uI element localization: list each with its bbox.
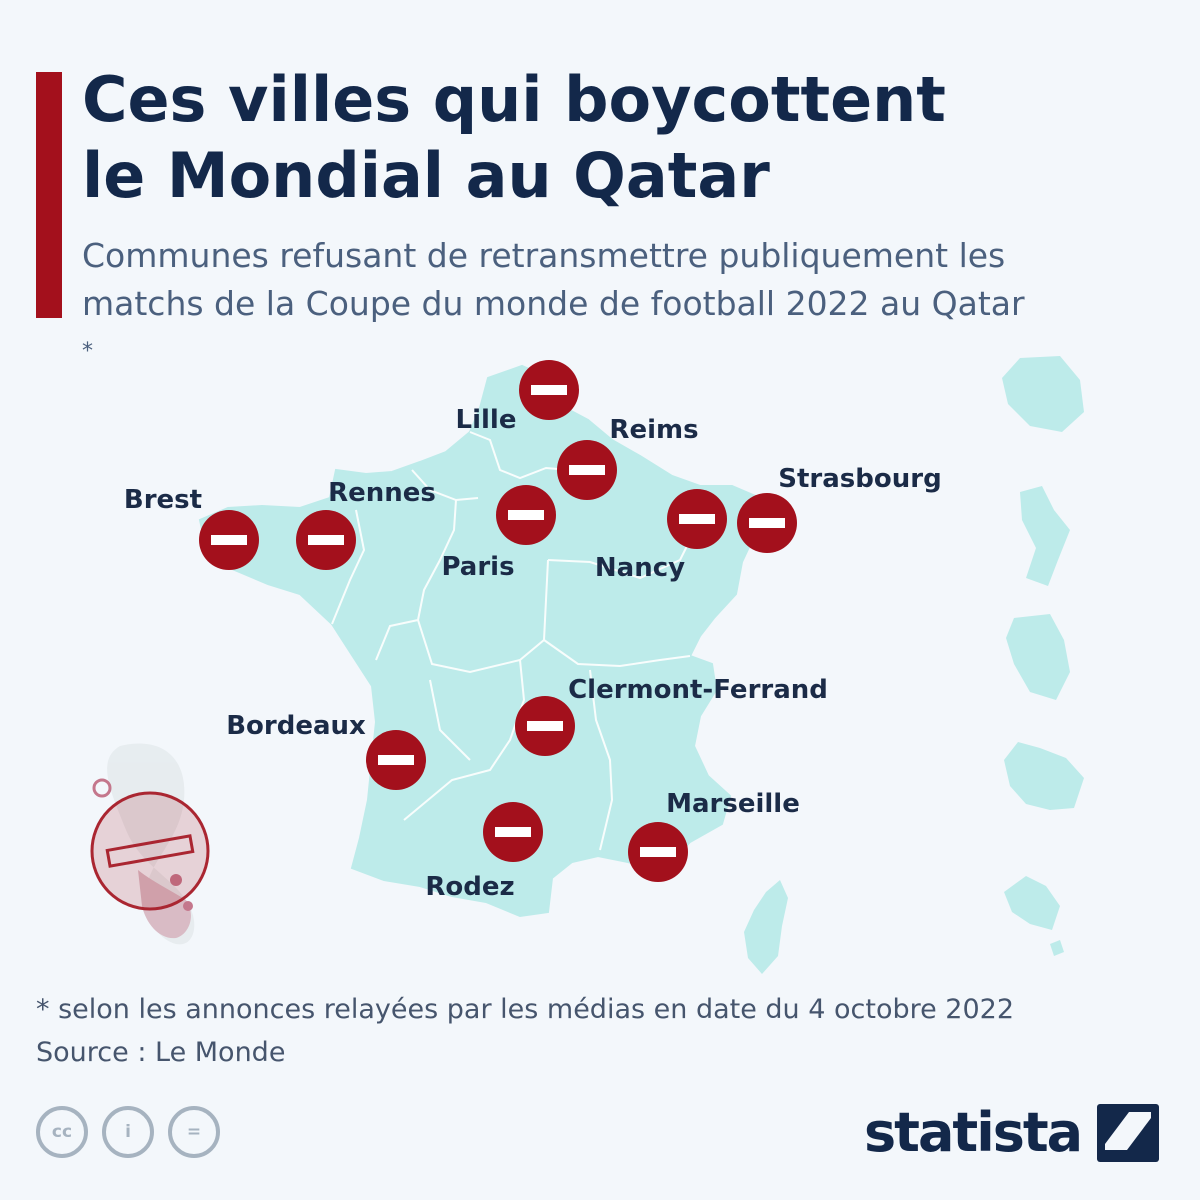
footnote-text: * selon les annonces relayées par les mé… <box>36 994 1015 1025</box>
city-label-brest: Brest <box>124 485 202 515</box>
marker-paris[interactable] <box>496 485 556 545</box>
marker-rodez[interactable] <box>483 802 543 862</box>
city-label-lille: Lille <box>456 405 517 435</box>
territory-5b <box>1050 940 1064 956</box>
no-entry-bar <box>679 514 715 524</box>
no-entry-bar <box>531 385 567 395</box>
marker-reims[interactable] <box>557 440 617 500</box>
no-derivatives-icon[interactable]: = <box>168 1106 220 1158</box>
page-title: Ces villes qui boycottent le Mondial au … <box>82 62 946 214</box>
city-label-rodez: Rodez <box>425 872 514 902</box>
no-entry-bar <box>527 721 563 731</box>
no-entry-bar <box>211 535 247 545</box>
city-label-marseille: Marseille <box>666 789 800 819</box>
city-label-bordeaux: Bordeaux <box>226 711 366 741</box>
territory-5 <box>1004 876 1060 930</box>
subtitle-line-2: matchs de la Coupe du monde de football … <box>82 284 1025 323</box>
subtitle: Communes refusant de retransmettre publi… <box>82 232 1172 376</box>
city-label-reims: Reims <box>609 415 698 445</box>
no-entry-bar <box>569 465 605 475</box>
no-entry-bar <box>508 510 544 520</box>
territory-3 <box>1006 614 1070 700</box>
brand-name: statista <box>864 1101 1083 1164</box>
marker-brest[interactable] <box>199 510 259 570</box>
no-entry-bar <box>749 518 785 528</box>
attribution-icon[interactable]: i <box>102 1106 154 1158</box>
no-entry-bar <box>308 535 344 545</box>
city-label-nancy: Nancy <box>595 553 685 583</box>
subtitle-line-1: Communes refusant de retransmettre publi… <box>82 236 1006 275</box>
no-entry-bar <box>378 755 414 765</box>
marker-clermont-ferrand[interactable] <box>515 696 575 756</box>
marker-lille[interactable] <box>519 360 579 420</box>
territory-1 <box>1002 356 1084 432</box>
cc-icon[interactable]: cc <box>36 1106 88 1158</box>
marker-nancy[interactable] <box>667 489 727 549</box>
city-labels: Lille Reims Strasbourg Brest Rennes Paris Nanc… <box>124 405 942 902</box>
world-cup-trophy-icon <box>90 743 210 945</box>
statista-mark-icon <box>1097 1104 1160 1162</box>
city-markers <box>199 360 797 882</box>
statista-logo[interactable]: statista <box>864 1098 1160 1168</box>
marker-strasbourg[interactable] <box>737 493 797 553</box>
no-entry-bar <box>640 847 676 857</box>
subtitle-line-2-wrap: matchs de la Coupe du monde de football … <box>82 280 1172 376</box>
no-entry-bar <box>495 827 531 837</box>
territory-2 <box>1020 486 1070 586</box>
license-icons: cc i = <box>36 1106 220 1158</box>
territory-4 <box>1004 742 1084 810</box>
footnote: * selon les annonces relayées par les mé… <box>36 988 1014 1074</box>
marker-marseille[interactable] <box>628 822 688 882</box>
corsica <box>744 880 788 974</box>
region-borders <box>331 431 701 851</box>
overseas-territories <box>1002 356 1084 956</box>
marker-bordeaux[interactable] <box>366 730 426 790</box>
source-text: Source : Le Monde <box>36 1037 286 1068</box>
city-label-strasbourg: Strasbourg <box>778 464 941 494</box>
city-label-clermont-ferrand: Clermont-Ferrand <box>568 675 828 705</box>
city-label-paris: Paris <box>441 552 514 582</box>
accent-bar <box>36 72 62 318</box>
city-label-rennes: Rennes <box>328 478 436 508</box>
title-line-1: Ces villes qui boycottent <box>82 63 946 136</box>
marker-rennes[interactable] <box>296 510 356 570</box>
subtitle-asterisk: * <box>82 339 93 364</box>
france-mainland <box>198 364 762 918</box>
title-line-2: le Mondial au Qatar <box>82 139 770 212</box>
